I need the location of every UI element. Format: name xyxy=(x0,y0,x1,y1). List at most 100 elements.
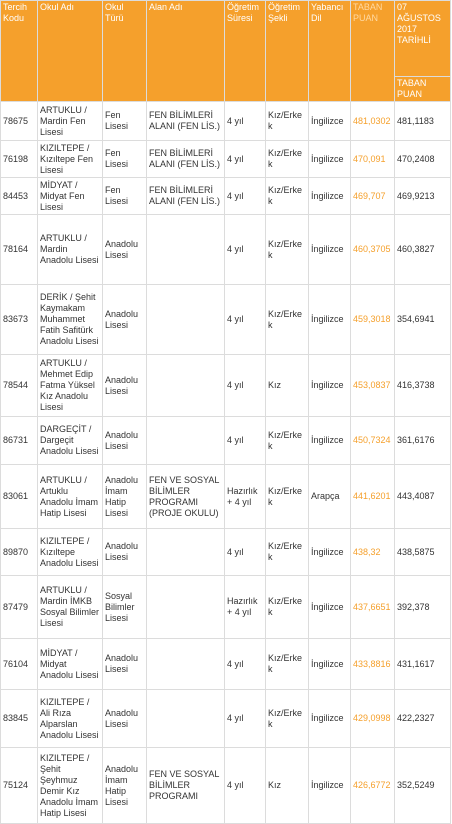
okul-turu-cell: Anadolu Lisesi xyxy=(102,214,147,285)
okul-adi-cell: ARTUKLU / Artuklu Anadolu İmam Hatip Lis… xyxy=(37,464,103,529)
okul-adi-cell: DARGEÇİT / Dargeçit Anadolu Lisesi xyxy=(37,416,103,465)
okul-turu-cell: Anadolu İmam Hatip Lisesi xyxy=(102,464,147,529)
yabanci-dil-cell: İngilizce xyxy=(308,638,351,690)
taban-puan-cell: 437,6651 xyxy=(350,575,395,639)
okul-adi-cell: MİDYAT / Midyat Fen Lisesi xyxy=(37,177,103,215)
alan-adi-cell xyxy=(146,638,225,690)
okul-adi-cell: ARTUKLU / Mehmet Edip Fatma Yüksel Kız A… xyxy=(37,354,103,417)
date-taban-puan-cell: 392,378 xyxy=(394,575,451,639)
ogretim-sekli-cell: Kız/Erkek xyxy=(265,464,309,529)
ogretim-sekli-cell: Kız/Erkek xyxy=(265,638,309,690)
ogretim-sekli-cell: Kız/Erkek xyxy=(265,416,309,465)
table-row: 76104 MİDYAT / Midyat Anadolu Lisesi Anado… xyxy=(0,638,451,690)
alan-adi-cell: FEN BİLİMLERİ ALANI (FEN LİS.) xyxy=(146,101,225,141)
date-taban-puan-cell: 416,3738 xyxy=(394,354,451,417)
ogretim-sekli-cell: Kız/Erkek xyxy=(265,101,309,141)
ogretim-sekli-cell: Kız/Erkek xyxy=(265,689,309,748)
tercih-kodu-cell: 75124 xyxy=(0,747,38,824)
ogretim-suresi-cell: 4 yıl xyxy=(224,747,266,824)
header-okul-turu: Okul Türü xyxy=(102,0,147,102)
ogretim-suresi-cell: Hazırlık + 4 yıl xyxy=(224,575,266,639)
okul-adi-cell: KIZILTEPE / Şehit Şeyhmuz Demir Kız Anad… xyxy=(37,747,103,824)
date-taban-puan-cell: 354,6941 xyxy=(394,284,451,355)
ogretim-suresi-cell: 4 yıl xyxy=(224,214,266,285)
alan-adi-cell xyxy=(146,214,225,285)
table-row: 83673 DERİK / Şehit Kaymakam Muhammet Fat… xyxy=(0,284,451,355)
header-taban-puan: TABAN PUAN xyxy=(350,0,395,102)
taban-puan-cell: 429,0998 xyxy=(350,689,395,748)
yabanci-dil-cell: İngilizce xyxy=(308,101,351,141)
okul-adi-cell: ARTUKLU / Mardin Anadolu Lisesi xyxy=(37,214,103,285)
okul-adi-cell: KIZILTEPE / Ali Rıza Alparslan Anadolu L… xyxy=(37,689,103,748)
taban-puan-cell: 441,6201 xyxy=(350,464,395,529)
taban-puan-cell: 481,0302 xyxy=(350,101,395,141)
okul-adi-cell: ARTUKLU / Mardin Fen Lisesi xyxy=(37,101,103,141)
date-taban-puan-cell: 470,2408 xyxy=(394,140,451,178)
header-tercih-kodu: Tercih Kodu xyxy=(0,0,38,102)
ogretim-suresi-cell: 4 yıl xyxy=(224,528,266,576)
tercih-kodu-cell: 83845 xyxy=(0,689,38,748)
taban-puan-cell: 459,3018 xyxy=(350,284,395,355)
okul-turu-cell: Anadolu Lisesi xyxy=(102,284,147,355)
ogretim-suresi-cell: 4 yıl xyxy=(224,140,266,178)
header-alan-adi: Alan Adı xyxy=(146,0,225,102)
yabanci-dil-cell: İngilizce xyxy=(308,284,351,355)
yabanci-dil-cell: Arapça xyxy=(308,464,351,529)
ogretim-sekli-cell: Kız/Erkek xyxy=(265,177,309,215)
taban-puan-cell: 470,091 xyxy=(350,140,395,178)
alan-adi-cell xyxy=(146,284,225,355)
table-row: 83845 KIZILTEPE / Ali Rıza Alparslan Anad… xyxy=(0,689,451,748)
ogretim-sekli-cell: Kız/Erkek xyxy=(265,140,309,178)
table-row: 75124 KIZILTEPE / Şehit Şeyhmuz Demir Kız… xyxy=(0,747,451,824)
yabanci-dil-cell: İngilizce xyxy=(308,214,351,285)
ogretim-suresi-cell: 4 yıl xyxy=(224,689,266,748)
ogretim-suresi-cell: 4 yıl xyxy=(224,101,266,141)
ogretim-sekli-cell: Kız/Erkek xyxy=(265,575,309,639)
okul-turu-cell: Anadolu İmam Hatip Lisesi xyxy=(102,747,147,824)
alan-adi-cell xyxy=(146,354,225,417)
tercih-kodu-cell: 87479 xyxy=(0,575,38,639)
okul-turu-cell: Fen Lisesi xyxy=(102,177,147,215)
taban-puan-cell: 433,8816 xyxy=(350,638,395,690)
date-taban-puan-cell: 460,3827 xyxy=(394,214,451,285)
date-taban-puan-cell: 361,6176 xyxy=(394,416,451,465)
yabanci-dil-cell: İngilizce xyxy=(308,689,351,748)
ogretim-sekli-cell: Kız xyxy=(265,354,309,417)
alan-adi-cell: FEN BİLİMLERİ ALANI (FEN LİS.) xyxy=(146,140,225,178)
ogretim-sekli-cell: Kız xyxy=(265,747,309,824)
header-date: 07 AĞUSTOS 2017 TARİHLİ xyxy=(394,0,451,77)
date-taban-puan-cell: 469,9213 xyxy=(394,177,451,215)
okul-turu-cell: Fen Lisesi xyxy=(102,140,147,178)
okul-turu-cell: Anadolu Lisesi xyxy=(102,416,147,465)
tercih-kodu-cell: 78675 xyxy=(0,101,38,141)
okul-turu-cell: Fen Lisesi xyxy=(102,101,147,141)
ogretim-suresi-cell: 4 yıl xyxy=(224,354,266,417)
header-okul-adi: Okul Adı xyxy=(37,0,103,102)
tercih-kodu-cell: 83061 xyxy=(0,464,38,529)
date-taban-puan-cell: 352,5249 xyxy=(394,747,451,824)
tercih-kodu-cell: 83673 xyxy=(0,284,38,355)
yabanci-dil-cell: İngilizce xyxy=(308,177,351,215)
okul-adi-cell: DERİK / Şehit Kaymakam Muhammet Fatih Sa… xyxy=(37,284,103,355)
ogretim-suresi-cell: Hazırlık + 4 yıl xyxy=(224,464,266,529)
taban-puan-cell: 450,7324 xyxy=(350,416,395,465)
tercih-kodu-cell: 76104 xyxy=(0,638,38,690)
ogretim-sekli-cell: Kız/Erkek xyxy=(265,214,309,285)
taban-puan-cell: 426,6772 xyxy=(350,747,395,824)
ogretim-suresi-cell: 4 yıl xyxy=(224,177,266,215)
date-taban-puan-cell: 481,1183 xyxy=(394,101,451,141)
ogretim-suresi-cell: 4 yıl xyxy=(224,284,266,355)
ogretim-suresi-cell: 4 yıl xyxy=(224,638,266,690)
yabanci-dil-cell: İngilizce xyxy=(308,416,351,465)
yabanci-dil-cell: İngilizce xyxy=(308,354,351,417)
tercih-kodu-cell: 89870 xyxy=(0,528,38,576)
alan-adi-cell: FEN VE SOSYAL BİLİMLER PROGRAMI (PROJE O… xyxy=(146,464,225,529)
table-row: 76198 KIZILTEPE / Kızıltepe Fen Lisesi Fen… xyxy=(0,140,451,178)
date-taban-puan-cell: 422,2327 xyxy=(394,689,451,748)
tercih-kodu-cell: 86731 xyxy=(0,416,38,465)
yabanci-dil-cell: İngilizce xyxy=(308,575,351,639)
okul-turu-cell: Anadolu Lisesi xyxy=(102,689,147,748)
table-row: 84453 MİDYAT / Midyat Fen Lisesi Fen Lises… xyxy=(0,177,451,215)
tercih-kodu-cell: 84453 xyxy=(0,177,38,215)
